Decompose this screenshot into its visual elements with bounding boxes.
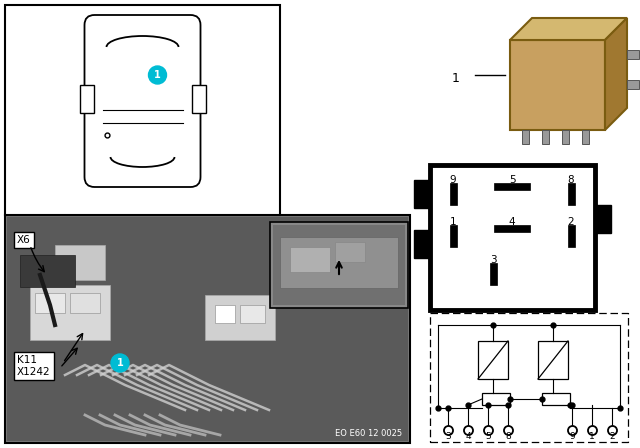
Bar [70,293,100,313]
Polygon shape [605,18,627,130]
Bar [335,242,365,262]
Text: 5: 5 [485,432,491,441]
Text: 3: 3 [445,432,451,441]
Text: 8: 8 [568,175,574,185]
Bar [273,225,405,305]
Bar [35,293,65,313]
Bar [568,183,575,205]
Bar [430,313,628,442]
Bar [450,183,457,205]
Text: 5: 5 [509,175,515,185]
Bar [5,215,410,443]
Bar [5,5,280,215]
Bar [494,225,530,232]
Bar [430,165,595,310]
Bar [290,247,330,272]
Text: 2: 2 [568,217,574,227]
Text: 4: 4 [509,217,515,227]
Text: 8: 8 [505,432,511,441]
Text: 3: 3 [490,255,496,265]
Bar [240,305,265,323]
Circle shape [148,66,166,84]
Text: 1: 1 [154,70,161,80]
Bar [30,285,110,340]
Bar [627,50,639,59]
Bar [450,225,457,247]
Bar [562,130,569,144]
Bar [270,222,408,308]
Text: EO E60 12 0025: EO E60 12 0025 [335,429,402,438]
Bar [215,305,235,323]
Bar [482,393,510,405]
Bar [414,180,430,208]
Bar [478,341,508,379]
Text: 9: 9 [569,432,575,441]
Bar [79,85,93,113]
Bar [280,237,398,288]
Bar [414,230,430,258]
Bar [582,130,589,144]
Bar [595,205,611,233]
Text: K11
X1242: K11 X1242 [17,355,51,377]
Polygon shape [510,18,627,40]
Text: X6: X6 [17,235,31,245]
Bar [490,263,497,285]
Text: 1: 1 [116,358,124,368]
Bar [538,341,568,379]
Bar [568,225,575,247]
Bar [510,40,605,130]
Bar [7,217,408,441]
Bar [191,85,205,113]
Text: 1: 1 [452,72,460,85]
Text: 1: 1 [589,432,595,441]
Bar [542,393,570,405]
Text: 9: 9 [450,175,456,185]
Bar [494,183,530,190]
Text: 2: 2 [609,432,615,441]
Bar [542,130,549,144]
FancyBboxPatch shape [84,15,200,187]
Bar [522,130,529,144]
Bar [20,255,75,287]
Bar [205,295,275,340]
Bar [55,245,105,280]
Bar [627,80,639,89]
Text: 4: 4 [465,432,471,441]
Text: 1: 1 [450,217,456,227]
Circle shape [111,354,129,372]
